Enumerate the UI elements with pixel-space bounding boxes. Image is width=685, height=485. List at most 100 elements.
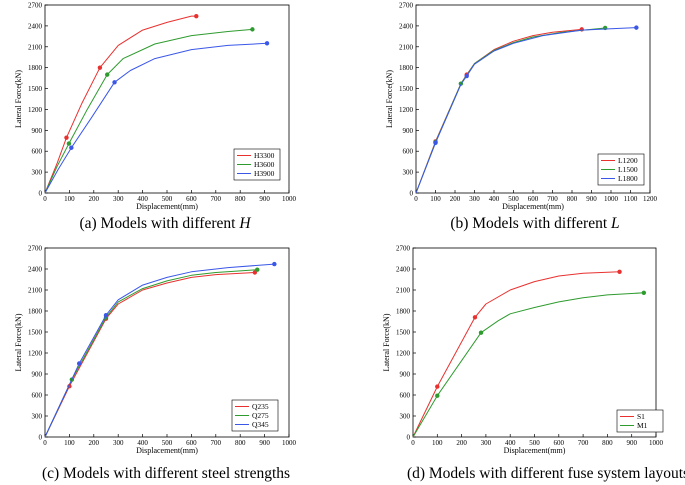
x-tick-label: 1100	[624, 195, 638, 203]
x-tick-label: 0	[414, 195, 418, 203]
caption: (a) Models with different H	[79, 215, 251, 232]
y-tick-label: 600	[400, 392, 411, 400]
y-tick-label: 1800	[399, 64, 414, 72]
y-tick-label: 1200	[28, 106, 43, 114]
data-point-l1800	[464, 73, 469, 79]
y-tick-label: 1500	[28, 329, 43, 337]
data-point-m1	[641, 290, 647, 295]
y-tick-label: 2700	[396, 245, 411, 253]
series-line-h3600	[44, 28, 253, 194]
x-tick-label: 600	[186, 439, 197, 447]
x-tick-label: 500	[529, 439, 540, 447]
x-tick-label: 600	[554, 439, 565, 447]
x-tick-label: 300	[113, 439, 124, 447]
y-tick-label: 0	[410, 190, 414, 198]
y-tick-label: 2400	[28, 266, 43, 274]
data-point-l1800	[634, 25, 639, 30]
caption-text: (b) Models with different	[450, 215, 608, 232]
y-tick-label: 600	[403, 148, 414, 156]
y-tick-label: 2700	[28, 2, 43, 10]
series-line-q235	[44, 272, 255, 438]
y-tick-label: 600	[32, 148, 43, 156]
x-tick-label: 1000	[282, 439, 297, 447]
caption-text: (c) Models with different steel strength…	[42, 465, 290, 482]
y-tick-label: 1500	[28, 85, 43, 93]
x-tick-label: 600	[186, 195, 197, 203]
plot-frame	[412, 247, 657, 438]
legend-entry-h3900: H3900	[254, 169, 275, 178]
y-tick-label: 600	[32, 392, 43, 400]
y-tick-label: 900	[403, 127, 414, 135]
x-tick-label: 400	[137, 195, 148, 203]
x-axis-label: Displacement(mm)	[136, 202, 198, 211]
caption: (d) Models with different fuse system la…	[407, 465, 685, 482]
series-line-l1800	[415, 27, 637, 194]
x-tick-label: 800	[567, 195, 578, 203]
caption-text: (d) Models with different fuse system la…	[407, 465, 685, 482]
x-tick-label: 900	[259, 439, 270, 447]
data-point-h3900	[112, 80, 117, 85]
y-axis-label: Lateral Force(kN)	[14, 70, 23, 128]
x-tick-label: 900	[259, 195, 270, 203]
x-tick-label: 400	[489, 195, 500, 203]
chart-panel-1: 0 300 600 900 1200 1500 1800 2100 2400 2700 0 100 20…	[14, 2, 297, 233]
data-point-m1	[478, 330, 484, 335]
legend-entry-l1500: L1500	[618, 165, 638, 174]
chart-panel-2: 0 300 600 900 1200 1500 1800 2100 2400 2700 0 100 20…	[385, 2, 658, 233]
x-tick-label: 100	[430, 195, 441, 203]
data-point-q345	[272, 261, 277, 267]
y-tick-label: 0	[39, 190, 43, 198]
x-tick-label: 0	[43, 195, 47, 203]
y-tick-label: 900	[32, 371, 43, 379]
y-tick-label: 2100	[28, 287, 43, 295]
x-tick-label: 400	[505, 439, 516, 447]
y-tick-label: 1200	[28, 350, 43, 358]
x-tick-label: 200	[450, 195, 461, 203]
y-axis-label: Lateral Force(kN)	[385, 70, 394, 128]
data-point-q345	[103, 313, 109, 318]
x-axis-label: Displacement(mm)	[136, 446, 198, 455]
data-point-h3600	[105, 72, 110, 77]
y-tick-label: 0	[39, 434, 43, 442]
y-tick-label: 1200	[396, 350, 411, 358]
y-tick-label: 300	[32, 169, 43, 177]
y-tick-label: 300	[32, 413, 43, 421]
legend-entry-q235: Q235	[252, 402, 269, 411]
x-tick-label: 200	[89, 195, 100, 203]
x-tick-label: 700	[211, 195, 222, 203]
x-tick-label: 0	[411, 439, 415, 447]
x-tick-label: 1000	[282, 195, 297, 203]
data-point-h3900	[69, 145, 74, 150]
series-line-l1500	[415, 27, 606, 194]
x-tick-label: 500	[162, 195, 173, 203]
series-line-s1	[412, 271, 620, 438]
y-tick-label: 2400	[396, 266, 411, 274]
legend-entry-h3600: H3600	[254, 160, 275, 169]
caption-variable: H	[235, 215, 251, 232]
y-tick-label: 300	[403, 169, 414, 177]
y-tick-label: 2700	[28, 245, 43, 253]
x-tick-label: 300	[481, 439, 492, 447]
data-point-h3600	[66, 141, 72, 146]
y-tick-label: 900	[32, 127, 43, 135]
legend-entry-l1200: L1200	[618, 156, 638, 165]
data-point-h3300	[97, 65, 103, 70]
y-tick-label: 2100	[28, 43, 43, 51]
data-point-s1	[617, 269, 622, 274]
legend-entry-l1800: L1800	[618, 174, 638, 183]
x-tick-label: 700	[211, 439, 222, 447]
legend-entry-q275: Q275	[252, 411, 269, 420]
data-point-m1	[435, 393, 440, 398]
x-tick-label: 500	[508, 195, 519, 203]
x-tick-label: 100	[432, 439, 443, 447]
caption: (c) Models with different steel strength…	[42, 465, 290, 482]
y-tick-label: 1500	[399, 85, 414, 93]
x-tick-label: 200	[456, 439, 467, 447]
x-tick-label: 700	[578, 439, 589, 447]
legend-entry-h3300: H3300	[254, 151, 275, 160]
x-tick-label: 100	[64, 439, 75, 447]
x-tick-label: 900	[626, 439, 637, 447]
